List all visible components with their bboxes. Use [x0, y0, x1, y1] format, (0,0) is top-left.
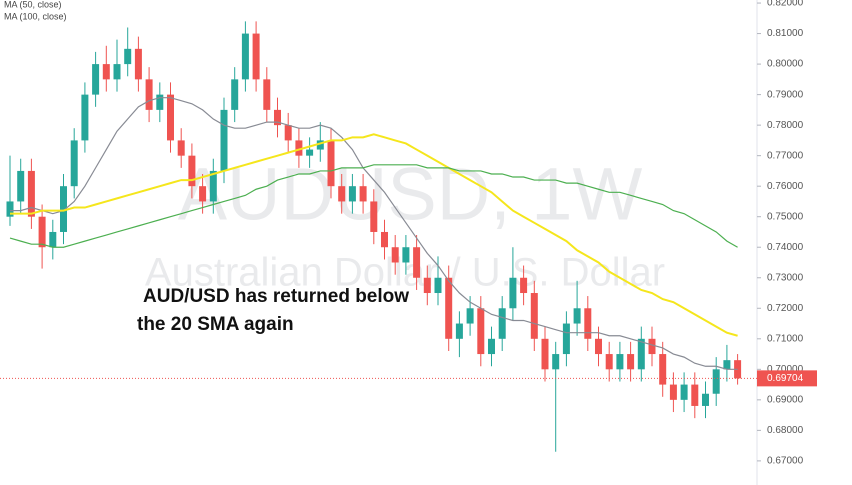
y-tick-label: 0.79000 [767, 89, 804, 100]
candle-body [145, 79, 153, 110]
candle-body [595, 338, 602, 355]
candle-body [49, 231, 57, 248]
candle-body [691, 384, 699, 406]
y-tick-label: 0.75000 [767, 211, 804, 222]
candle-body [167, 94, 174, 141]
legend-entry: MA (50, close) [4, 0, 62, 9]
candle-body [466, 308, 474, 324]
candle-body [60, 186, 67, 232]
y-tick-label: 0.67000 [767, 456, 804, 467]
candle-body [541, 338, 549, 370]
candle-body [498, 308, 506, 339]
candle-body [38, 216, 46, 248]
candle-body [92, 64, 100, 95]
candle-body [562, 323, 570, 355]
candle-body [370, 201, 378, 232]
candle-body [477, 308, 485, 355]
candle-body [252, 33, 260, 80]
y-tick-label: 0.70000 [767, 364, 804, 375]
candle-body [584, 308, 592, 339]
candle-body [70, 140, 78, 187]
candle-body [327, 140, 335, 187]
candle-body [177, 140, 185, 156]
candle-body [702, 393, 709, 406]
candle-body [680, 384, 688, 400]
moving-average-line [9, 164, 738, 248]
candle-body [723, 360, 731, 370]
candle-body [113, 64, 121, 80]
candle-body [434, 277, 442, 294]
annotation: AUD/USD has returned below [143, 286, 409, 307]
candle-body [381, 231, 388, 248]
candle-body [124, 48, 132, 65]
candle-body [284, 125, 292, 141]
candle-body [316, 140, 324, 150]
candle-body [263, 79, 271, 110]
y-tick-label: 0.78000 [767, 120, 804, 131]
annotation: the 20 SMA again [137, 314, 294, 335]
candle-body [423, 277, 431, 294]
candle-body [295, 140, 303, 156]
candle-body [520, 277, 528, 294]
candle-body [627, 354, 635, 370]
y-tick-label: 0.69000 [767, 394, 804, 405]
candle-body [552, 354, 560, 370]
candle-body [616, 354, 624, 370]
candle-body [348, 186, 356, 202]
candle-body [188, 155, 196, 187]
y-tick-label: 0.74000 [767, 242, 804, 253]
candle-body [220, 109, 228, 171]
candle-body [156, 94, 164, 110]
candle-body [231, 79, 239, 110]
candle-body [338, 186, 346, 202]
y-tick-label: 0.73000 [767, 272, 804, 283]
y-tick-label: 0.72000 [767, 303, 804, 314]
legend-entry: MA (100, close) [4, 11, 67, 21]
candle-body [509, 277, 517, 309]
candle-body [669, 384, 677, 400]
candle-body [6, 201, 14, 217]
watermark-title: AUDUSD, 1W [178, 153, 643, 236]
candle-body [81, 94, 89, 141]
candle-body [455, 323, 463, 339]
candle-body [413, 247, 421, 278]
y-tick-label: 0.77000 [767, 150, 804, 161]
y-tick-label: 0.71000 [767, 333, 804, 344]
moving-average-line [10, 97, 738, 370]
last-price-label: 0.69704 [767, 373, 804, 384]
y-tick-label: 0.76000 [767, 181, 804, 192]
candle-body [659, 354, 667, 385]
candle-body [445, 277, 453, 339]
candle-body [27, 170, 35, 217]
candle-body [241, 33, 249, 80]
candle-body [402, 247, 410, 263]
y-tick-label: 0.82000 [767, 0, 804, 9]
moving-average-line [10, 133, 738, 337]
candle-body [134, 48, 142, 80]
candle-body [17, 170, 25, 202]
candle-body [573, 308, 581, 324]
y-tick-label: 0.80000 [767, 59, 804, 70]
candle-body [605, 354, 613, 370]
candle-body [530, 293, 538, 339]
candle-body [488, 338, 495, 355]
last-price-tag [757, 370, 817, 387]
candle-body [648, 338, 656, 355]
candle-body [102, 64, 110, 80]
candle-body [306, 149, 314, 156]
candle-body [637, 338, 645, 370]
y-tick-label: 0.68000 [767, 425, 804, 436]
candle-body [712, 369, 720, 394]
candle-body [209, 170, 217, 202]
candle-body [391, 247, 399, 263]
candle-body [199, 186, 207, 202]
y-tick-label: 0.81000 [767, 28, 804, 39]
candle-body [274, 109, 281, 126]
candle-body [359, 186, 367, 202]
